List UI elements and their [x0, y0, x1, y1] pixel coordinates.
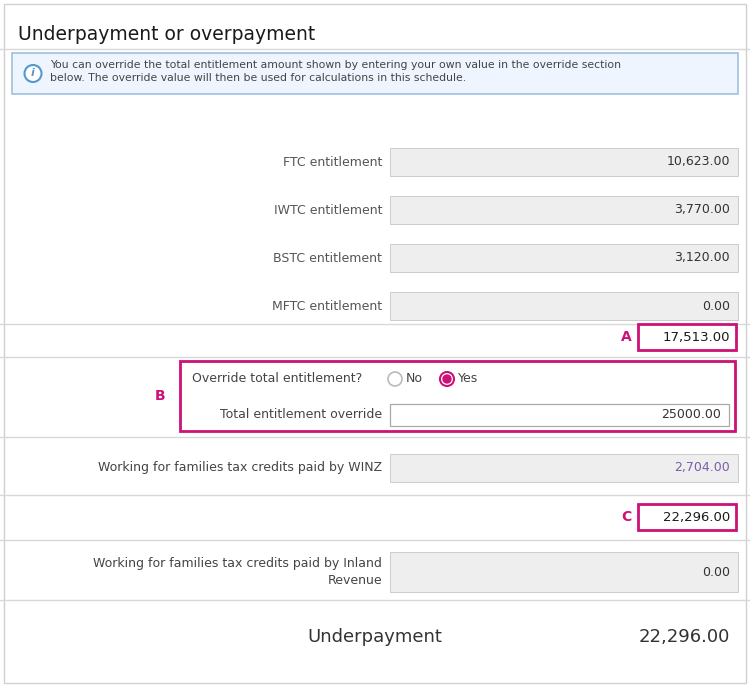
Text: 0.00: 0.00 — [702, 565, 730, 578]
Text: 17,513.00: 17,513.00 — [662, 330, 730, 344]
Text: 2,704.00: 2,704.00 — [674, 462, 730, 475]
Text: Total entitlement override: Total entitlement override — [220, 409, 382, 422]
Text: 22,296.00: 22,296.00 — [638, 628, 730, 646]
Text: Revenue: Revenue — [327, 574, 382, 587]
Bar — [390, 196, 738, 224]
Bar — [390, 454, 738, 482]
Circle shape — [25, 65, 41, 82]
Text: 10,623.00: 10,623.00 — [667, 155, 730, 168]
Text: IWTC entitlement: IWTC entitlement — [274, 203, 382, 216]
Bar — [390, 244, 738, 272]
Text: 3,770.00: 3,770.00 — [674, 203, 730, 216]
Text: 22,296.00: 22,296.00 — [663, 510, 730, 523]
Text: C: C — [622, 510, 632, 524]
Bar — [390, 292, 738, 320]
Text: A: A — [621, 330, 632, 344]
Text: 0.00: 0.00 — [702, 300, 730, 313]
Text: You can override the total entitlement amount shown by entering your own value i: You can override the total entitlement a… — [50, 60, 621, 70]
Bar — [12, 53, 738, 94]
Text: No: No — [406, 372, 423, 385]
Text: BSTC entitlement: BSTC entitlement — [273, 251, 382, 264]
Bar — [180, 361, 735, 431]
Text: Override total entitlement?: Override total entitlement? — [192, 372, 362, 385]
Text: Working for families tax credits paid by WINZ: Working for families tax credits paid by… — [98, 462, 382, 475]
Bar — [390, 148, 738, 176]
Text: Underpayment: Underpayment — [308, 628, 442, 646]
Text: 3,120.00: 3,120.00 — [674, 251, 730, 264]
Bar — [390, 404, 729, 426]
Text: i: i — [31, 69, 35, 78]
Text: FTC entitlement: FTC entitlement — [283, 155, 382, 168]
Circle shape — [440, 372, 454, 386]
Text: Working for families tax credits paid by Inland: Working for families tax credits paid by… — [93, 557, 382, 570]
Circle shape — [388, 372, 402, 386]
Bar — [638, 504, 736, 530]
Text: B: B — [154, 389, 165, 403]
Text: 25000.00: 25000.00 — [662, 409, 721, 422]
Bar — [638, 324, 736, 350]
Text: below. The override value will then be used for calculations in this schedule.: below. The override value will then be u… — [50, 73, 466, 83]
Text: Yes: Yes — [458, 372, 478, 385]
Circle shape — [443, 375, 451, 383]
Text: MFTC entitlement: MFTC entitlement — [272, 300, 382, 313]
Bar — [390, 552, 738, 592]
Text: Underpayment or overpayment: Underpayment or overpayment — [18, 25, 315, 44]
